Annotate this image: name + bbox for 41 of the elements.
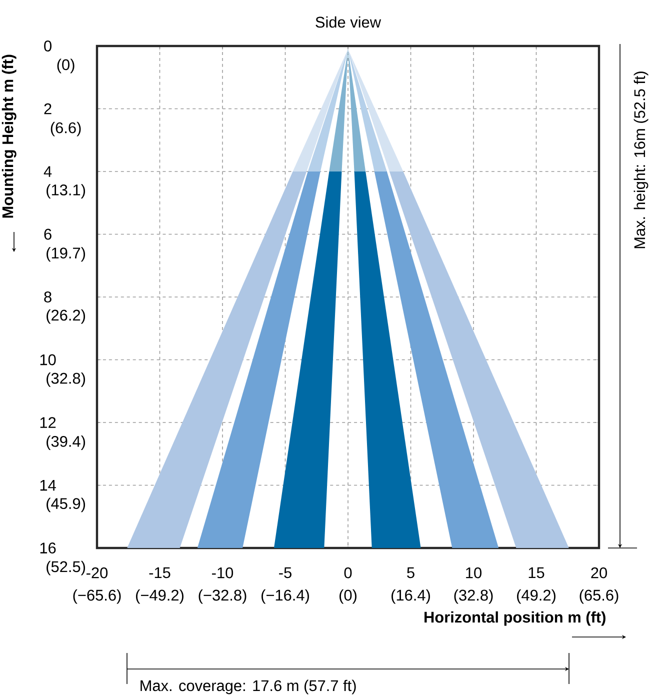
x-tick-label: 10 <box>466 567 482 578</box>
chart-title: Side view <box>316 16 382 28</box>
y2-tick-label: (0) <box>57 58 74 74</box>
x-axis-title: Horizontal position m (ft) <box>424 611 606 626</box>
x2-tick-label: (−49.2) <box>136 589 184 604</box>
x-tick-label: -10 <box>212 567 234 578</box>
y-tick-label: 6 <box>44 228 52 240</box>
x2-tick-label: (49.2) <box>517 589 556 604</box>
x-tick-label: 15 <box>528 567 544 578</box>
y2-tick-label: (32.8) <box>46 372 86 387</box>
y-tick-label: 0 <box>44 40 52 52</box>
y-tick-label: 2 <box>44 103 52 114</box>
x2-tick-label: (−16.4) <box>262 589 309 604</box>
x-tick-label: 0 <box>344 567 352 578</box>
x2-tick-label: (0) <box>340 589 356 604</box>
x2-tick-label: (−65.6) <box>73 589 121 604</box>
y2-tick-label: (13.1) <box>46 184 86 198</box>
y2-tick-label: (45.9) <box>46 498 86 512</box>
x-tick-label: -15 <box>149 567 170 578</box>
y-tick-label: 8 <box>44 292 52 302</box>
x-tick-label: 20 <box>591 567 607 578</box>
y-tick-label: 12 <box>40 417 56 428</box>
x2-tick-label: (−32.8) <box>198 589 246 604</box>
y2-tick-label: (26.2) <box>46 309 86 324</box>
y-tick-label: 14 <box>40 480 56 491</box>
y-tick-label: 4 <box>44 166 52 177</box>
y2-tick-label: (39.4) <box>46 436 86 450</box>
y-axis-title: Mounting Height m (ft) <box>2 54 16 218</box>
y2-tick-label: (19.7) <box>46 247 86 262</box>
y-tick-label: 16 <box>40 542 56 554</box>
x-tick-label: -5 <box>279 567 292 578</box>
y-tick-label: 10 <box>40 354 56 366</box>
text: Max. height: 16m (52.5 ft) <box>634 72 648 248</box>
x2-tick-label: (32.8) <box>454 589 493 604</box>
y2-tick-label: (6.6) <box>50 122 81 136</box>
x-tick-label: -20 <box>86 567 108 578</box>
x2-tick-label: (16.4) <box>392 589 430 604</box>
y2-tick-label: (52.5) <box>46 560 86 576</box>
text: Max. coverage: 17.6 m (57.7 ft) <box>140 680 356 694</box>
x2-tick-label: (65.6) <box>580 589 618 604</box>
x-tick-label: 5 <box>407 567 414 578</box>
